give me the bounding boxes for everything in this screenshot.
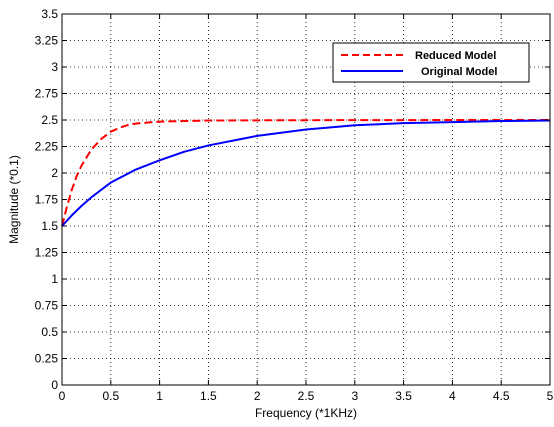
series-layer (61, 119, 551, 227)
x-tick-label: 0.5 (102, 389, 119, 403)
x-tick-label: 3 (351, 389, 358, 403)
y-tick-label: 2.5 (41, 113, 58, 127)
y-tick-label: 1.25 (35, 246, 59, 260)
legend: Reduced Model Original Model (332, 42, 530, 83)
series-line-reduced-model (61, 119, 550, 227)
x-tick-label: 1 (156, 389, 163, 403)
legend-label-original-model: Original Model (421, 66, 497, 78)
x-tick-label: 3.5 (395, 389, 412, 403)
x-axis: 0 0.5 1 1.5 2 2.5 3 3.5 4 4.5 5 (59, 14, 554, 403)
series-line-original-model (61, 119, 551, 227)
x-tick-label: 1.5 (200, 389, 217, 403)
y-tick-label: 3.5 (41, 7, 58, 21)
y-tick-label: 3 (51, 60, 58, 74)
y-tick-label: 0.75 (35, 299, 59, 313)
y-tick-label: 2 (51, 166, 58, 180)
y-tick-label: 1.5 (41, 219, 58, 233)
y-tick-label: 2.75 (35, 87, 59, 101)
x-tick-label: 0 (59, 389, 66, 403)
x-tick-label: 4.5 (493, 389, 510, 403)
y-tick-label: 1.75 (35, 193, 59, 207)
y-tick-label: 3.25 (35, 34, 59, 48)
y-tick-label: 2.25 (35, 140, 59, 154)
x-tick-label: 5 (547, 389, 554, 403)
y-axis: 0 0.25 0.5 0.75 1 1.25 1.5 1.75 2 2.25 2.5 2.75 3 3.2… (35, 7, 550, 392)
y-tick-label: 0 (51, 378, 58, 392)
x-tick-label: 2.5 (298, 389, 315, 403)
y-tick-label: 1 (51, 272, 58, 286)
legend-box (332, 42, 530, 83)
x-axis-label: Frequency (*1KHz) (255, 406, 357, 420)
y-tick-label: 0.25 (35, 352, 59, 366)
legend-label-reduced-model: Reduced Model (415, 50, 496, 62)
y-tick-label: 0.5 (41, 325, 58, 339)
x-tick-label: 2 (254, 389, 261, 403)
x-tick-label: 4 (449, 389, 456, 403)
y-axis-label: Magnitude (*0.1) (7, 155, 21, 244)
